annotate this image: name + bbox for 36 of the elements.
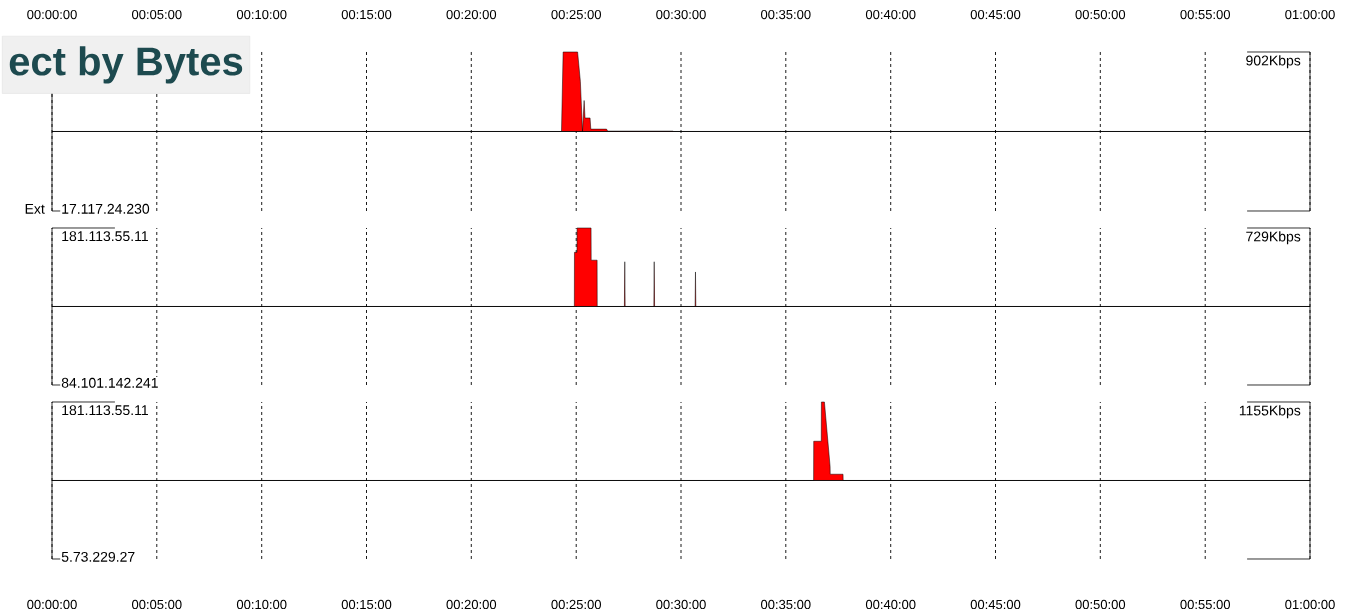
x-tick-label: 00:50:00 xyxy=(1075,599,1126,610)
x-tick-label: 00:55:00 xyxy=(1180,9,1231,20)
annotation: 181.113.55.11 xyxy=(62,405,148,416)
x-tick-label: 01:00:00 xyxy=(1285,9,1335,20)
x-tick-label: 00:00:00 xyxy=(27,599,77,610)
x-tick-label: 00:20:00 xyxy=(446,9,497,20)
x-tick-label: 00:15:00 xyxy=(341,9,392,20)
x-tick-label: 00:15:00 xyxy=(341,599,392,610)
x-tick-label: 01:00:00 xyxy=(1285,599,1335,610)
x-tick-label: 00:30:00 xyxy=(656,599,706,610)
x-tick-label: 00:00:00 xyxy=(27,9,77,20)
x-tick-label: 00:35:00 xyxy=(761,9,811,20)
x-tick-label: 00:25:00 xyxy=(551,599,602,610)
x-tick-label: 00:10:00 xyxy=(236,9,287,20)
annotation: 1155Kbps xyxy=(1239,405,1301,419)
annotation: 181.113.55.11 xyxy=(62,231,148,242)
x-tick-label: 00:05:00 xyxy=(132,599,182,610)
x-tick-label: 00:45:00 xyxy=(970,599,1021,610)
x-tick-label: 00:35:00 xyxy=(761,599,811,610)
x-tick-label: 00:10:00 xyxy=(236,599,287,610)
x-tick-label: 00:30:00 xyxy=(656,9,706,20)
text: 84.101.142.241 xyxy=(61,377,158,388)
annotation: 729Kbps xyxy=(1246,231,1301,245)
x-tick-label: 00:25:00 xyxy=(551,9,602,20)
x-tick-label: 00:40:00 xyxy=(865,599,916,610)
x-tick-label: 00:40:00 xyxy=(865,9,916,20)
x-tick-label: 00:55:00 xyxy=(1180,599,1231,610)
x-tick-label: 00:45:00 xyxy=(970,9,1021,20)
text: 5.73.229.27 xyxy=(61,551,135,562)
chart-title: ect by Bytes xyxy=(9,46,243,84)
annotation: 902Kbps xyxy=(1246,55,1301,69)
text: 17.117.24.230 xyxy=(62,203,150,214)
x-tick-label: 00:20:00 xyxy=(446,599,497,610)
x-tick-label: 00:50:00 xyxy=(1075,9,1126,20)
x-tick-label: 00:05:00 xyxy=(132,9,182,20)
y-axis-title: Ext xyxy=(25,204,45,214)
